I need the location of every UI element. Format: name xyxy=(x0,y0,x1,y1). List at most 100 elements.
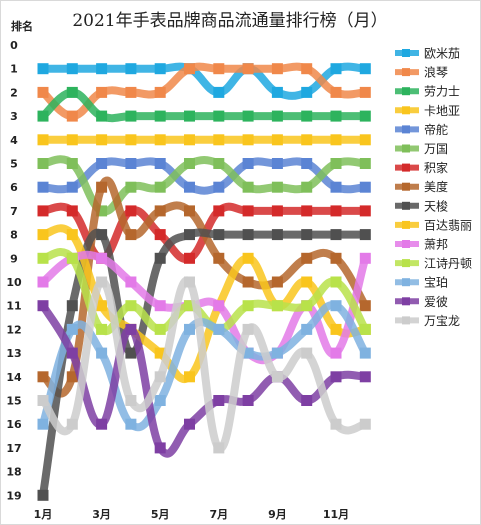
data-point xyxy=(184,276,195,288)
data-point xyxy=(242,205,254,217)
data-point xyxy=(96,347,108,359)
data-point xyxy=(96,229,108,241)
data-point xyxy=(37,158,49,169)
y-tick-label: 14 xyxy=(6,371,22,384)
legend-item[interactable]: 劳力士 xyxy=(395,85,460,99)
y-tick-label: 8 xyxy=(10,229,18,242)
data-point xyxy=(37,489,49,501)
data-point xyxy=(301,252,313,264)
legend-item[interactable]: 宝珀 xyxy=(395,276,448,290)
series-lines xyxy=(37,62,371,501)
data-point xyxy=(271,300,283,312)
data-point xyxy=(125,323,137,335)
data-point xyxy=(96,418,108,430)
data-point xyxy=(213,63,225,75)
data-point xyxy=(301,300,313,312)
data-point xyxy=(154,395,166,406)
x-tick-labels: 1月 3月 5月 7月 9月 11月 xyxy=(34,508,349,521)
data-point xyxy=(242,347,254,359)
data-point xyxy=(66,134,78,146)
data-point xyxy=(213,134,225,146)
legend-item[interactable]: 百达翡丽 xyxy=(395,218,472,232)
y-tick-label: 12 xyxy=(6,323,21,336)
data-point xyxy=(271,134,283,146)
data-point xyxy=(213,158,225,169)
data-point xyxy=(330,300,342,312)
legend-item[interactable]: 浪琴 xyxy=(395,65,448,80)
y-tick-label: 4 xyxy=(10,134,18,147)
data-point xyxy=(359,229,371,241)
data-point xyxy=(242,323,254,335)
legend-item[interactable]: 美度 xyxy=(395,179,448,194)
data-point xyxy=(154,134,166,146)
legend-item[interactable]: 帝舵 xyxy=(395,122,448,137)
data-point xyxy=(271,347,283,359)
data-point xyxy=(359,181,371,193)
data-point xyxy=(301,229,313,241)
data-point xyxy=(359,134,371,146)
data-point xyxy=(242,158,254,169)
data-point xyxy=(184,110,195,122)
legend-item[interactable]: 天梭 xyxy=(395,198,448,213)
data-point xyxy=(154,63,166,75)
data-point xyxy=(359,300,371,312)
data-point xyxy=(154,158,166,169)
legend-label: 百达翡丽 xyxy=(424,218,472,232)
data-point xyxy=(213,229,225,241)
data-point xyxy=(330,158,342,169)
data-point xyxy=(213,181,225,193)
data-point xyxy=(66,418,78,430)
x-tick-label: 1月 xyxy=(34,508,53,521)
legend-item[interactable]: 爱彼 xyxy=(395,295,448,309)
x-tick-label: 9月 xyxy=(268,508,287,521)
data-point xyxy=(66,300,78,312)
data-point xyxy=(125,276,137,288)
data-point xyxy=(271,205,283,217)
y-tick-label: 9 xyxy=(10,252,18,265)
data-point xyxy=(125,63,137,75)
data-point xyxy=(37,63,49,75)
data-point xyxy=(96,205,108,217)
data-point xyxy=(271,276,283,288)
data-point xyxy=(184,300,195,312)
legend-item[interactable]: 万宝龙 xyxy=(395,314,460,328)
data-point xyxy=(242,134,254,146)
legend-item[interactable]: 万国 xyxy=(395,142,448,156)
y-tick-label: 3 xyxy=(10,110,18,123)
data-point xyxy=(66,347,78,359)
data-point xyxy=(242,229,254,241)
legend-item[interactable]: 萧邦 xyxy=(395,238,448,252)
legend-label: 欧米茄 xyxy=(424,47,460,61)
data-point xyxy=(154,323,166,335)
series-浪琴 xyxy=(37,62,371,122)
data-point xyxy=(184,323,195,335)
legend-item[interactable]: 卡地亚 xyxy=(395,104,460,118)
y-tick-label: 13 xyxy=(6,347,21,360)
x-tick-label: 3月 xyxy=(92,508,111,521)
data-point xyxy=(213,252,225,264)
series-万宝龙 xyxy=(37,276,371,454)
data-point xyxy=(359,63,371,75)
data-point xyxy=(37,371,49,383)
data-point xyxy=(213,300,225,312)
data-point xyxy=(184,181,195,193)
series-卡地亚 xyxy=(37,134,371,146)
data-point xyxy=(125,418,137,430)
data-point xyxy=(125,205,137,217)
legend-item[interactable]: 欧米茄 xyxy=(395,47,460,61)
data-point xyxy=(96,110,108,122)
data-point xyxy=(301,86,313,98)
series-积家 xyxy=(37,202,371,264)
data-point xyxy=(125,158,137,169)
data-point xyxy=(37,134,49,146)
data-point xyxy=(184,252,195,264)
legend-item[interactable]: 积家 xyxy=(395,160,448,175)
y-tick-label: 6 xyxy=(10,181,18,194)
data-point xyxy=(242,63,254,75)
data-point xyxy=(213,323,225,335)
legend-item[interactable]: 江诗丹顿 xyxy=(395,257,472,271)
y-tick-label: 7 xyxy=(10,205,18,218)
data-point xyxy=(301,276,313,288)
data-point xyxy=(66,158,78,169)
